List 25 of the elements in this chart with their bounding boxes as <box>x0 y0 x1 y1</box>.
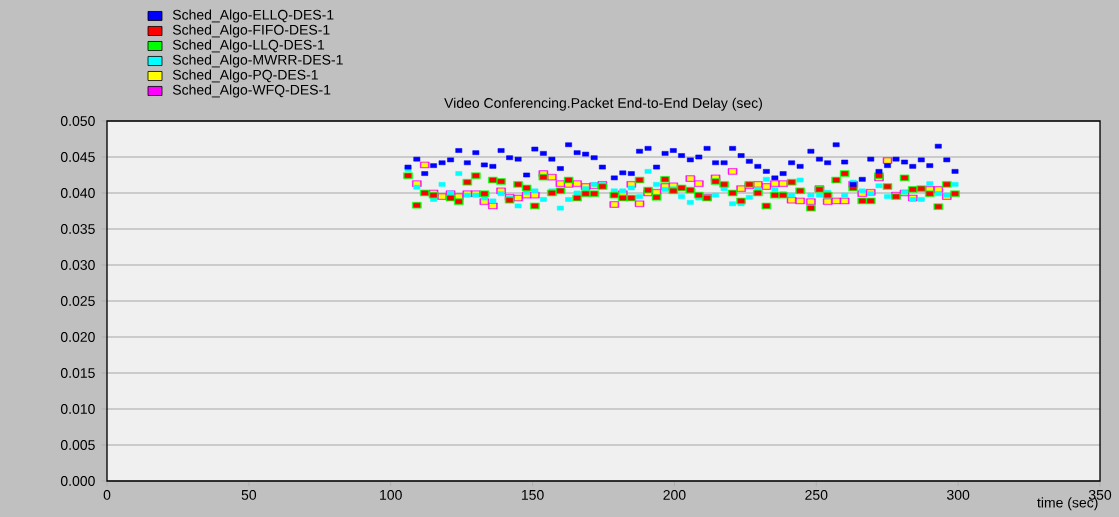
chart-title: Video Conferencing.Packet End-to-End Delay (sec) <box>444 97 762 111</box>
y-tick-label: 0.000 <box>60 476 95 486</box>
legend-label: Sched_Algo-WFQ-DES-1 <box>172 84 331 98</box>
x-tick-label: 100 <box>380 489 402 500</box>
y-tick-label: 0.040 <box>60 188 95 198</box>
x-tick-label: 250 <box>805 489 828 500</box>
y-tick-label: 0.005 <box>60 440 95 450</box>
y-tick-label: 0.045 <box>60 152 95 162</box>
legend-label: Sched_Algo-PQ-DES-1 <box>172 69 318 83</box>
x-tick-label: 200 <box>663 489 686 500</box>
y-tick-label: 0.025 <box>60 296 95 306</box>
legend-label: Sched_Algo-MWRR-DES-1 <box>172 54 343 68</box>
y-tick-label: 0.035 <box>60 224 95 234</box>
y-tick-label: 0.015 <box>60 368 95 378</box>
y-tick-label: 0.020 <box>60 332 95 342</box>
x-tick-label: 0 <box>103 489 111 500</box>
y-tick-label: 0.010 <box>60 404 95 414</box>
y-tick-label: 0.050 <box>60 116 95 126</box>
y-tick-label: 0.030 <box>60 260 95 270</box>
legend-label: Sched_Algo-FIFO-DES-1 <box>172 24 330 38</box>
legend-label: Sched_Algo-ELLQ-DES-1 <box>172 9 334 23</box>
legend-label: Sched_Algo-LLQ-DES-1 <box>172 39 325 53</box>
x-tick-label: 150 <box>521 489 544 500</box>
x-tick-label: 50 <box>241 489 257 500</box>
x-tick-label: 300 <box>947 489 970 500</box>
